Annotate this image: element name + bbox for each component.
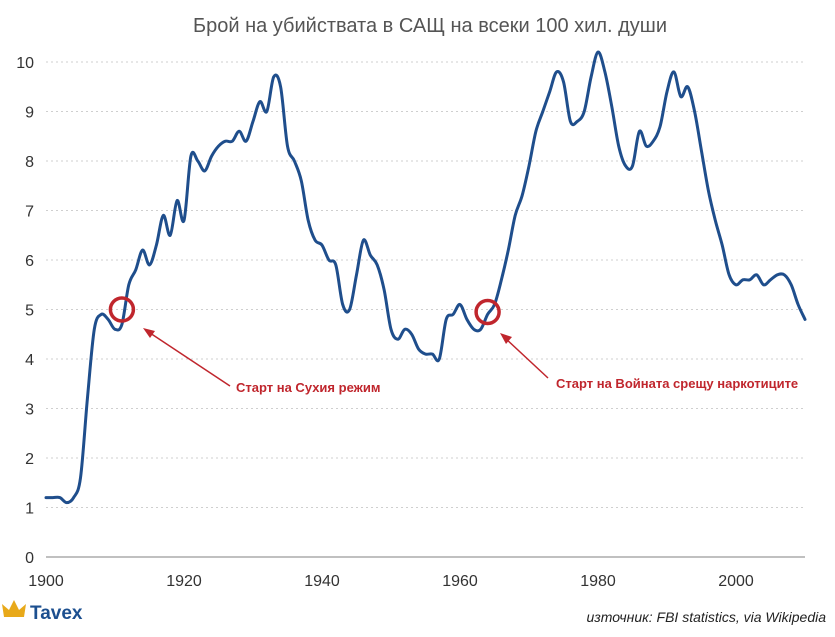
annotation-arrow-prohibition: [146, 330, 231, 387]
source-credit: източник: FBI statistics, via Wikipedia: [586, 609, 826, 625]
arrowhead-icon: [500, 333, 512, 344]
y-tick-label: 6: [25, 253, 34, 270]
y-tick-label: 2: [25, 451, 34, 468]
y-axis-ticks: 0 1 2 3 4 5 6 7 8 9 10: [16, 55, 34, 567]
y-tick-label: 9: [25, 105, 34, 122]
y-tick-label: 7: [25, 204, 34, 221]
arrowhead-icon: [143, 328, 155, 338]
brand-name: Tavex: [30, 603, 83, 624]
annotation-circle-war-on-drugs: [474, 298, 501, 326]
x-tick-label: 1980: [580, 573, 616, 590]
x-tick-label: 1920: [166, 573, 202, 590]
series-line-homicide-rate: [44, 50, 807, 505]
brand-logo: Tavex: [2, 600, 83, 624]
x-tick-label: 1900: [28, 573, 64, 590]
annotation-label-war-on-drugs: Старт на Войната срещу наркотиците: [556, 376, 798, 391]
y-tick-label: 1: [25, 501, 34, 518]
x-tick-label: 1940: [304, 573, 340, 590]
y-tick-label: 5: [25, 303, 34, 320]
y-tick-label: 3: [25, 402, 34, 419]
y-tick-label: 0: [25, 550, 34, 567]
y-tick-label: 10: [16, 55, 34, 72]
annotation-circle-prohibition: [108, 296, 136, 323]
annotation-arrow-war-on-drugs: [503, 336, 549, 379]
y-tick-label: 8: [25, 154, 34, 171]
annotation-label-prohibition: Старт на Сухия режим: [236, 380, 380, 395]
x-tick-label: 1960: [442, 573, 478, 590]
x-axis-ticks: 1900 1920 1940 1960 1980 2000: [28, 573, 754, 590]
crown-icon: [2, 600, 26, 617]
x-tick-label: 2000: [718, 573, 754, 590]
grid-lines: [46, 61, 805, 558]
y-tick-label: 4: [25, 352, 34, 369]
chart-title: Брой на убийствата в САЩ на всеки 100 хи…: [193, 15, 667, 37]
